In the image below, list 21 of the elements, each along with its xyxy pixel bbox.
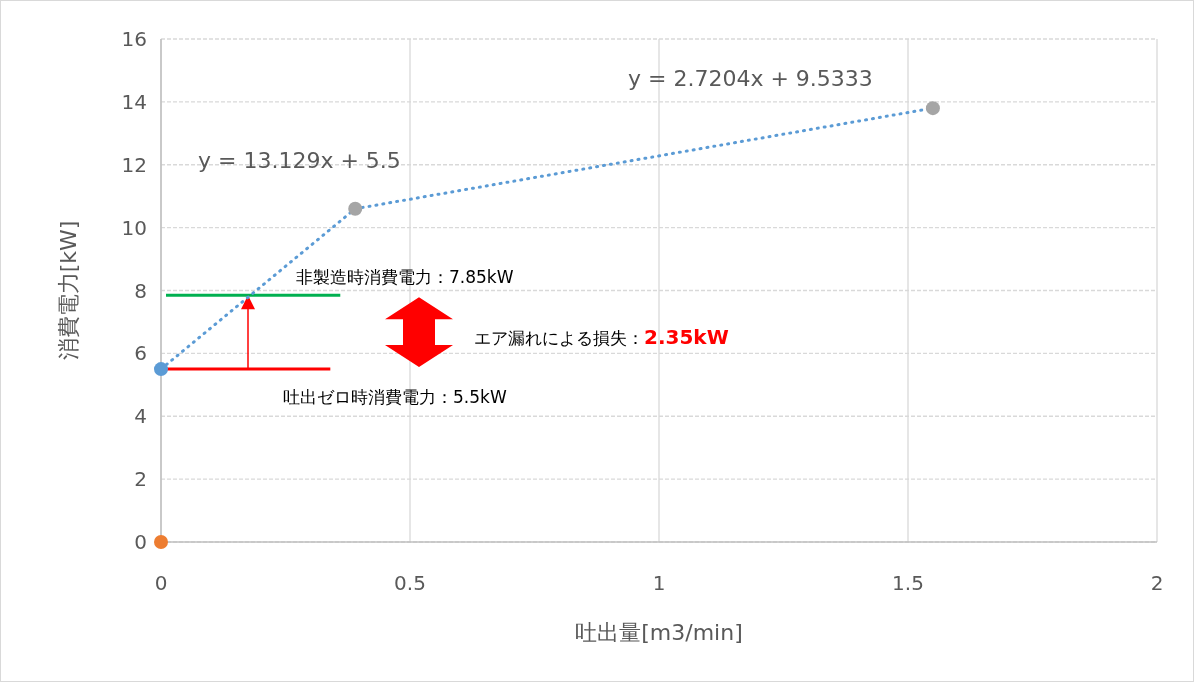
ref-line-label: 非製造時消費電力：7.85kW (296, 267, 514, 288)
y-tick-label: 8 (134, 278, 147, 303)
y-tick-label: 2 (134, 467, 147, 492)
x-axis-title: 吐出量[m3/min] (575, 620, 743, 645)
y-tick-label: 14 (121, 89, 147, 114)
y-tick-label: 10 (121, 215, 147, 240)
annotation: y = 13.129x + 5.5 (198, 148, 401, 173)
y-tick-label: 16 (121, 27, 147, 51)
x-tick-label: 1.5 (892, 571, 924, 595)
y-tick-label: 12 (121, 152, 147, 177)
y-tick-label: 4 (134, 404, 147, 429)
x-tick-label: 2 (1150, 571, 1164, 595)
y-tick-label: 6 (134, 341, 147, 366)
y-axis-title: 消費電力[kW] (56, 220, 81, 361)
annotation: エア漏れによる損失：2.35kW (474, 325, 729, 349)
x-tick-label: 0.5 (394, 571, 426, 595)
annotation: y = 2.7204x + 9.5333 (628, 66, 873, 91)
x-tick-label: 0 (154, 571, 168, 595)
x-tick-label: 1 (652, 571, 666, 595)
ref-line-label: 吐出ゼロ時消費電力：5.5kW (283, 387, 507, 408)
y-tick-label: 0 (134, 530, 147, 554)
